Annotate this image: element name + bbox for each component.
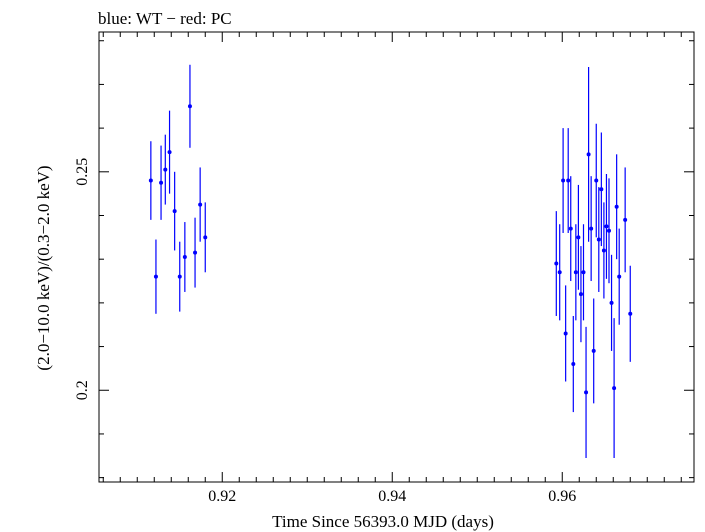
data-point: [172, 209, 177, 214]
data-point: [187, 104, 192, 109]
data-points: [148, 64, 633, 458]
data-point: [198, 202, 203, 207]
data-point: [159, 180, 164, 185]
data-point: [628, 311, 633, 316]
data-point: [581, 270, 586, 275]
data-point: [554, 261, 559, 266]
data-point: [561, 178, 566, 183]
data-point: [591, 348, 596, 353]
y-axis-ticks: 0.2 0.25: [74, 40, 694, 479]
x-axis-label: Time Since 56393.0 MJD (days): [272, 512, 494, 531]
data-point: [604, 224, 609, 229]
plot-frame: [98, 31, 695, 483]
x-tick-label: 0.94: [378, 488, 406, 505]
x-axis-ticks: 0.92 0.94 0.96: [102, 32, 682, 505]
data-point: [177, 274, 182, 279]
data-point: [596, 237, 601, 242]
data-point: [594, 178, 599, 183]
data-point: [563, 331, 568, 336]
x-tick-label: 0.92: [208, 488, 236, 505]
data-point: [163, 167, 168, 172]
data-point: [193, 250, 198, 255]
data-point: [607, 228, 611, 233]
data-point: [589, 226, 594, 231]
data-point: [584, 390, 589, 395]
data-point: [182, 255, 187, 259]
data-point: [586, 152, 591, 157]
data-point: [571, 362, 576, 367]
data-point: [557, 270, 562, 275]
y-axis-label: (2.0−10.0 keV)/(0.3−2.0 keV): [34, 165, 53, 370]
data-point: [617, 274, 622, 279]
data-point: [609, 300, 614, 305]
data-point: [599, 187, 604, 192]
data-point: [568, 226, 573, 231]
y-tick-label: 0.2: [74, 380, 91, 400]
data-point: [566, 178, 571, 183]
data-point: [573, 270, 578, 275]
data-point: [203, 235, 208, 240]
data-point: [153, 274, 158, 279]
data-point: [576, 235, 581, 240]
x-tick-label: 0.96: [548, 488, 576, 505]
data-point: [578, 292, 583, 297]
data-point: [614, 204, 619, 209]
y-tick-label: 0.25: [74, 158, 91, 186]
data-point: [148, 178, 153, 183]
data-point: [612, 386, 617, 391]
chart-title: blue: WT − red: PC: [98, 9, 232, 28]
data-point: [167, 150, 172, 155]
data-point: [623, 217, 628, 222]
data-point: [601, 248, 606, 253]
